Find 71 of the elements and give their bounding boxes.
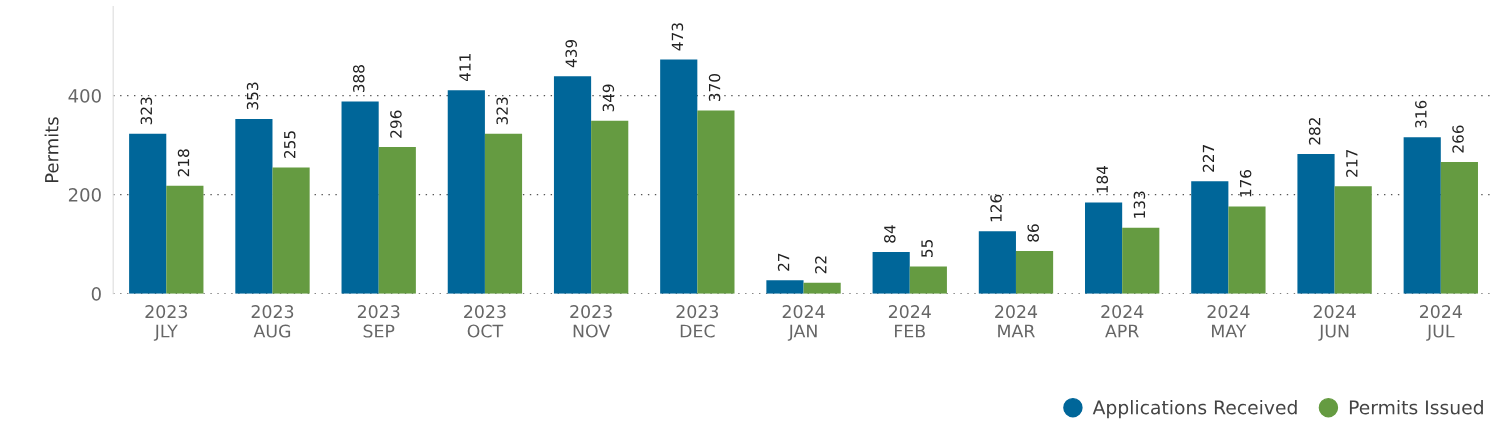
bar <box>272 167 310 294</box>
data-label: 439 <box>565 39 577 68</box>
data-label: 266 <box>1452 125 1464 153</box>
data-label: 218 <box>177 149 190 177</box>
x-tick-label: 2024 JUN <box>1313 305 1356 341</box>
y-axis-title: Permits <box>44 117 59 183</box>
data-label: 411 <box>459 54 471 82</box>
data-label: 349 <box>602 84 615 112</box>
data-label: 255 <box>283 131 296 158</box>
bar <box>591 120 629 294</box>
data-label: 316 <box>1415 100 1427 128</box>
bar <box>1015 251 1054 294</box>
bar <box>909 266 947 294</box>
data-label: 22 <box>815 256 827 274</box>
y-tick-label: 0 <box>91 287 101 301</box>
bar <box>660 59 698 294</box>
bar <box>1403 137 1441 294</box>
data-label: 388 <box>352 65 365 93</box>
x-tick-label: 2024 MAR <box>995 305 1038 338</box>
legend-label: Permits Issued <box>1349 399 1483 415</box>
bar <box>1228 206 1266 294</box>
bar <box>1085 202 1123 294</box>
x-tick-label: 2024 JUL <box>1419 305 1462 341</box>
y-tick-label: 400 <box>68 89 101 103</box>
data-label: 227 <box>1202 145 1215 172</box>
data-label: 55 <box>921 239 933 257</box>
x-tick-label: 2024 MAY <box>1207 305 1250 338</box>
bar <box>978 231 1016 294</box>
bar <box>1191 181 1229 294</box>
data-label: 370 <box>708 74 721 101</box>
bar <box>1122 227 1160 294</box>
data-label: 323 <box>496 97 508 125</box>
x-tick-label: 2024 APR <box>1101 305 1144 338</box>
bar <box>803 282 841 294</box>
x-tick-label: 2024 JAN <box>782 305 825 341</box>
data-label: 176 <box>1239 169 1252 197</box>
x-tick-label: 2023 OCT <box>464 305 506 338</box>
bar <box>447 90 485 294</box>
data-label: 323 <box>140 97 153 125</box>
bar <box>341 101 379 294</box>
x-tick-label: 2023 AUG <box>251 305 294 338</box>
data-label: 126 <box>990 194 1002 222</box>
bar <box>129 133 167 294</box>
data-label: 84 <box>884 225 896 243</box>
data-label: 86 <box>1027 224 1039 242</box>
bar <box>1297 154 1335 294</box>
data-label: 473 <box>671 23 684 51</box>
x-tick-label: 2023 NOV <box>570 305 612 338</box>
x-tick-label: 2023 JLY <box>145 305 187 341</box>
bar <box>553 76 592 294</box>
data-label: 217 <box>1346 150 1358 177</box>
data-label: 133 <box>1133 191 1146 218</box>
x-tick-label: 2024 FEB <box>888 305 931 338</box>
x-tick-label: 2023 SEP <box>357 305 400 338</box>
bar <box>484 133 523 294</box>
data-label: 184 <box>1096 165 1109 193</box>
bar <box>1334 186 1372 294</box>
bar <box>766 280 804 294</box>
bar <box>166 185 204 294</box>
bar <box>378 147 416 294</box>
bar <box>872 252 910 294</box>
bar <box>697 110 735 294</box>
bar <box>235 118 273 294</box>
data-label: 296 <box>390 110 402 138</box>
data-label: 282 <box>1308 118 1321 145</box>
y-tick-label: 200 <box>68 188 101 202</box>
bar <box>1440 161 1478 294</box>
legend-label: Applications Received <box>1092 399 1297 419</box>
data-label: 353 <box>246 82 259 110</box>
x-tick-label: 2023 DEC <box>676 305 719 338</box>
data-label: 27 <box>777 253 790 271</box>
